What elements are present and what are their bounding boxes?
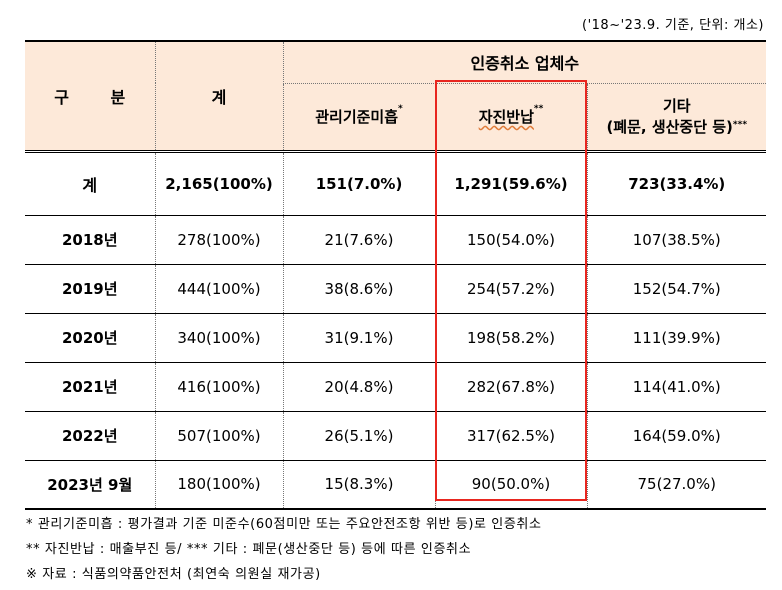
footnote: * 관리기준미흡 : 평가결과 기준 미준수(60점미만 또는 주요안전조항 위… — [26, 517, 542, 532]
row-label: 2019년 — [61, 280, 118, 298]
cell-other: 114(41.0%) — [586, 362, 766, 411]
cell-voluntary: 1,291(59.6%) — [434, 151, 587, 215]
header-col-management-label: 관리기준미흡 — [315, 108, 399, 126]
cell-total: 507(100%) — [154, 411, 283, 460]
cell-management: 31(9.1%) — [282, 313, 435, 362]
header-col-management: 관리기준미흡* — [282, 83, 435, 153]
cell-voluntary: 317(62.5%) — [434, 411, 587, 460]
cell-total: 2,165(100%) — [154, 151, 283, 215]
table-row: 2019년 444(100%) 38(8.6%) 254(57.2%) 152(… — [25, 264, 766, 313]
cell-total: 444(100%) — [154, 264, 283, 313]
cell-management: 21(7.6%) — [282, 215, 435, 264]
row-label: 2020년 — [61, 329, 118, 347]
footnote-mark-2: ** — [533, 104, 544, 114]
row-label: 2023년 9월 — [47, 475, 133, 494]
footnote-mark-1: * — [398, 104, 403, 114]
cell-management: 20(4.8%) — [282, 362, 435, 411]
cell-voluntary: 198(58.2%) — [434, 313, 587, 362]
header-total: 계 — [154, 40, 283, 153]
cell-management: 15(8.3%) — [282, 460, 435, 509]
row-label: 2022년 — [61, 427, 118, 445]
cell-total: 416(100%) — [154, 362, 283, 411]
header-col-other: 기타 (폐문, 생산중단 등)*** — [586, 83, 766, 153]
cell-total: 278(100%) — [154, 215, 283, 264]
table-row: 2022년 507(100%) 26(5.1%) 317(62.5%) 164(… — [25, 411, 766, 460]
footnote-mark-3: *** — [732, 119, 748, 130]
cell-voluntary: 150(54.0%) — [434, 215, 587, 264]
cell-total: 180(100%) — [154, 460, 283, 509]
table-row-total: 계 2,165(100%) 151(7.0%) 1,291(59.6%) 723… — [25, 151, 766, 215]
table-row: 2021년 416(100%) 20(4.8%) 282(67.8%) 114(… — [25, 362, 766, 411]
cell-other: 75(27.0%) — [586, 460, 766, 509]
table-row: 2018년 278(100%) 21(7.6%) 150(54.0%) 107(… — [25, 215, 766, 264]
cell-other: 723(33.4%) — [586, 151, 766, 215]
header-col-other-line1: 기타 — [662, 96, 691, 115]
footnotes: * 관리기준미흡 : 평가결과 기준 미준수(60점미만 또는 주요안전조항 위… — [26, 512, 542, 587]
unit-note: ('18~'23.9. 기준, 단위: 개소) — [582, 18, 764, 33]
row-label: 계 — [82, 175, 98, 195]
cell-management: 38(8.6%) — [282, 264, 435, 313]
table-row: 2023년 9월 180(100%) 15(8.3%) 90(50.0%) 75… — [25, 460, 766, 509]
header-category: 구 분 — [25, 40, 155, 153]
cell-voluntary: 90(50.0%) — [434, 460, 587, 509]
cell-voluntary: 282(67.8%) — [434, 362, 587, 411]
footnote: ** 자진반납 : 매출부진 등/ *** 기타 : 폐문(생산중단 등) 등에… — [26, 542, 472, 557]
row-label: 2021년 — [61, 378, 118, 396]
table-row: 2020년 340(100%) 31(9.1%) 198(58.2%) 111(… — [25, 313, 766, 362]
cell-total: 340(100%) — [154, 313, 283, 362]
cell-other: 164(59.0%) — [586, 411, 766, 460]
header-col-voluntary-label: 자진반납 — [478, 108, 534, 126]
header-col-other-line2: (폐문, 생산중단 등) — [606, 117, 733, 136]
header-col-voluntary: 자진반납** — [434, 83, 587, 153]
cell-other: 111(39.9%) — [586, 313, 766, 362]
cell-other: 152(54.7%) — [586, 264, 766, 313]
cell-management: 151(7.0%) — [282, 151, 435, 215]
cell-management: 26(5.1%) — [282, 411, 435, 460]
header-group-label: 인증취소 업체수 — [470, 54, 580, 74]
header-group: 인증취소 업체수 — [282, 40, 766, 84]
source-note: ※ 자료 : 식품의약품안전처 (최연숙 의원실 재가공) — [26, 567, 321, 582]
cell-voluntary: 254(57.2%) — [434, 264, 587, 313]
certification-cancellation-table: 구 분 계 인증취소 업체수 관리기준미흡* 자진반납** 기타 (폐문, 생산… — [25, 40, 766, 510]
cell-other: 107(38.5%) — [586, 215, 766, 264]
row-label: 2018년 — [61, 231, 118, 249]
